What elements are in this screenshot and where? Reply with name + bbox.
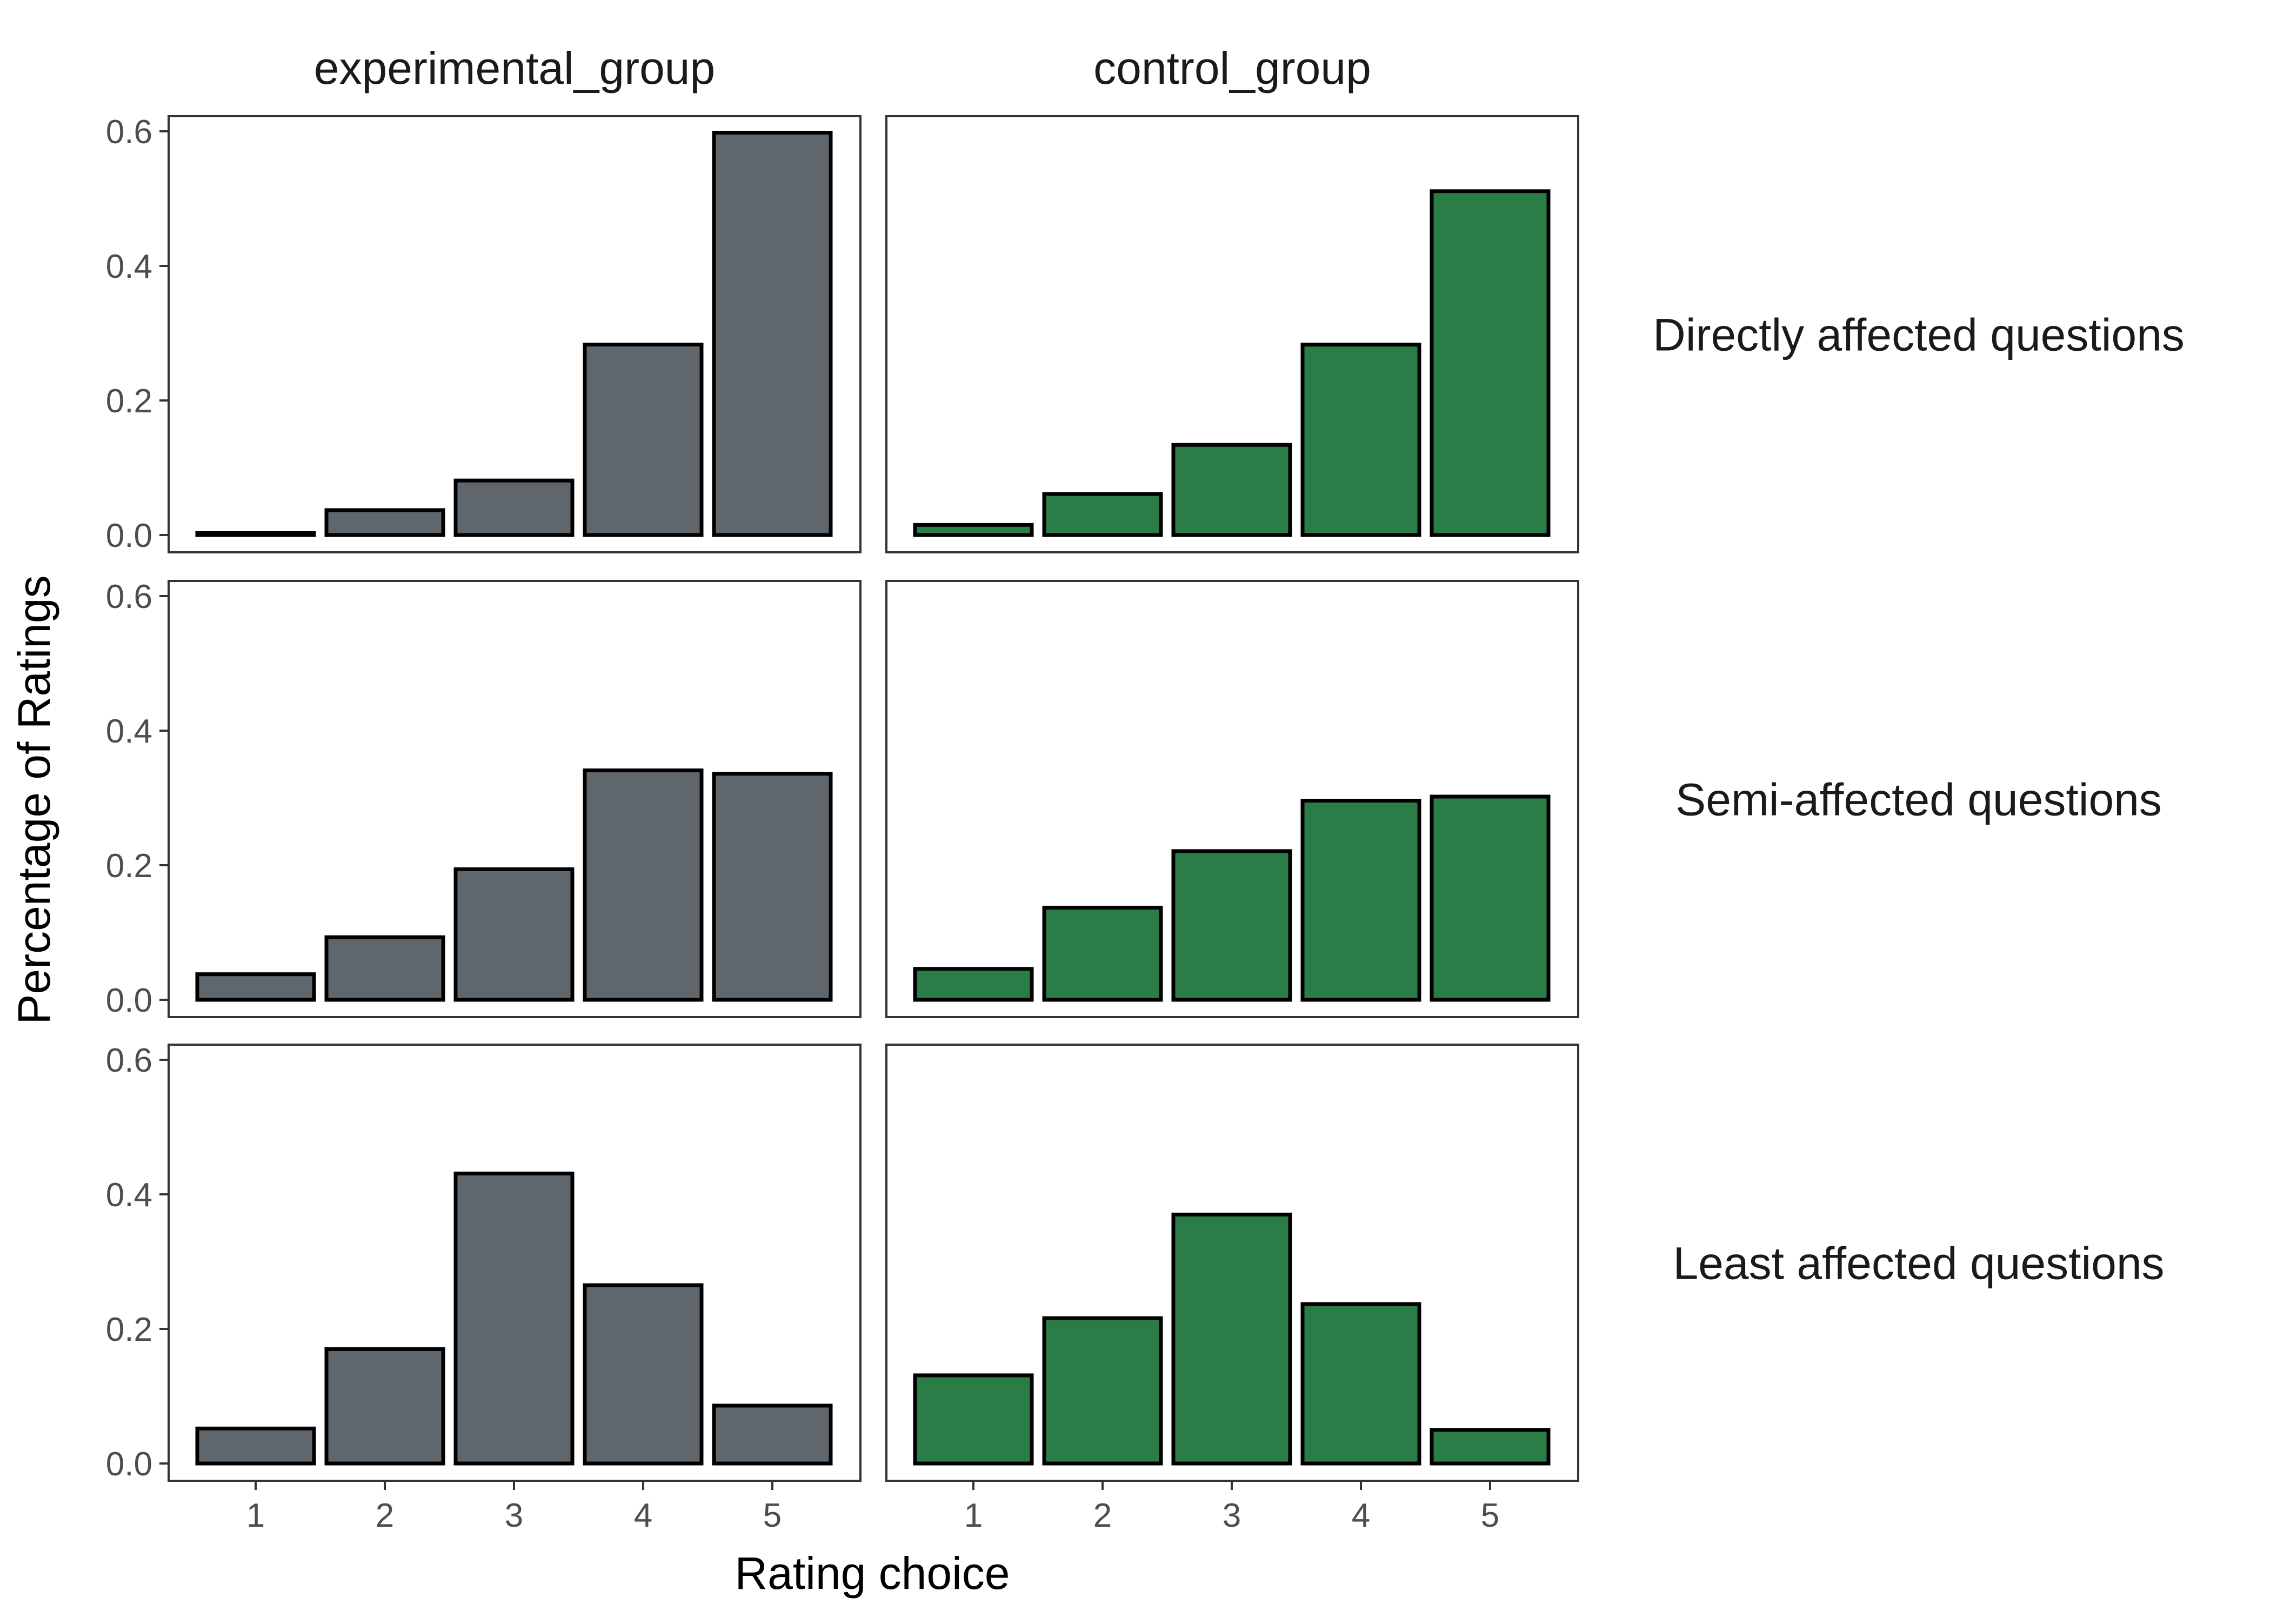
bar [195,1426,316,1466]
y-axis-label: Percentage of Ratings [9,575,59,1024]
y-tick-label: 0.4 [106,1177,152,1214]
bar [583,343,704,537]
y-tick-label: 0.2 [106,847,152,885]
y-tick-label: 0.6 [106,113,152,151]
panel-border [885,115,1579,553]
bar [195,531,316,537]
bar [913,967,1034,1002]
y-tick-label: 0.2 [106,383,152,420]
bar [453,1171,575,1466]
facet-row-label: Least affected questions [1673,1238,2164,1289]
bar [712,1404,833,1466]
x-tick-label: 2 [1093,1497,1112,1534]
facet-column-header: control_group [1093,43,1371,93]
bar [1171,849,1292,1002]
facet-column-header: experimental_group [314,43,715,93]
bar [1300,798,1421,1002]
bar [913,523,1034,537]
x-tick-label: 1 [246,1497,265,1534]
bar [712,772,833,1002]
facet-row-label: Directly affected questions [1653,310,2185,360]
bar [1430,189,1551,537]
bar [324,935,445,1002]
bar [324,508,445,537]
facet-row-label: Semi-affected questions [1675,774,2162,825]
y-tick-label: 0.6 [106,578,152,616]
bar [1300,343,1421,537]
y-tick-label: 0.2 [106,1311,152,1348]
bar [453,867,575,1002]
bar [1430,1428,1551,1466]
bar [1430,794,1551,1002]
bar [1042,1316,1163,1466]
y-tick-label: 0.0 [106,517,152,554]
bar [195,972,316,1002]
y-tick-label: 0.0 [106,1446,152,1483]
bar [453,478,575,537]
bar [1171,443,1292,537]
x-tick-label: 4 [1352,1497,1370,1534]
panel-border [168,580,862,1018]
x-tick-label: 4 [634,1497,652,1534]
panel-border [885,580,1579,1018]
panel-border [168,115,862,553]
bar [913,1373,1034,1466]
y-tick-label: 0.0 [106,982,152,1019]
y-tick-label: 0.4 [106,248,152,285]
bar [1042,492,1163,537]
bar [1171,1212,1292,1466]
bar [324,1347,445,1466]
y-tick-label: 0.6 [106,1042,152,1079]
bar [583,768,704,1002]
x-tick-label: 2 [376,1497,394,1534]
x-tick-label: 3 [505,1497,523,1534]
x-tick-label: 5 [1481,1497,1499,1534]
bar [712,130,833,537]
bar [1042,905,1163,1002]
x-tick-label: 5 [763,1497,782,1534]
x-tick-label: 3 [1223,1497,1241,1534]
bar [1300,1302,1421,1466]
bar [583,1283,704,1466]
x-axis-label: Rating choice [735,1548,1010,1599]
y-tick-label: 0.4 [106,713,152,750]
x-tick-label: 1 [964,1497,983,1534]
